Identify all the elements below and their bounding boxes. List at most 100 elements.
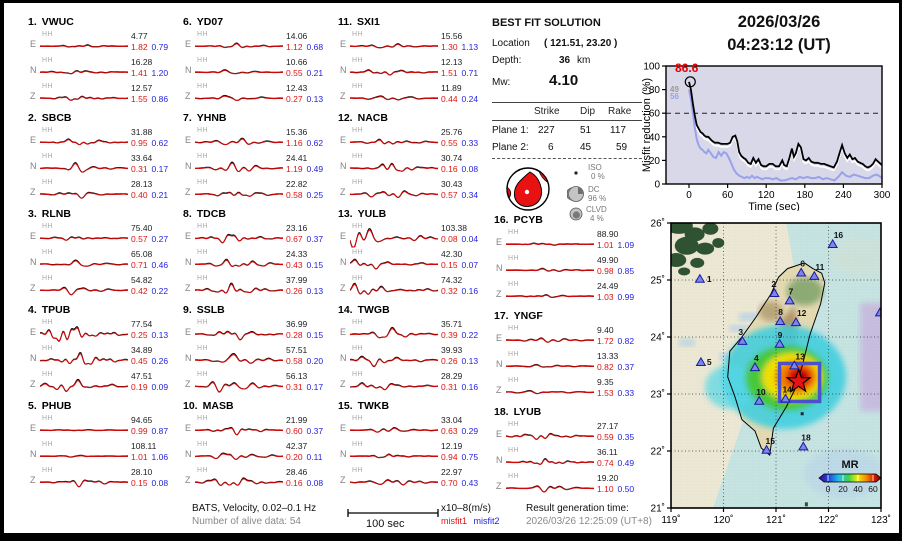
svg-text:24˚: 24˚ (651, 332, 665, 344)
waveform-trace (506, 337, 594, 343)
trace-row: E HH 75.40 0.57 0.27 (28, 223, 180, 249)
misfit2-value: 0.16 (461, 382, 479, 392)
misfit2-value: 0.08 (151, 478, 169, 488)
misfit1-legend: misfit1 (441, 516, 468, 526)
trace-row: N HH 10.66 0.55 0.21 (183, 57, 335, 83)
component-label: N (340, 65, 347, 75)
misfit1-value: 1.01 (131, 452, 148, 462)
trace-values: 28.10 0.15 0.08 (131, 467, 168, 489)
channel-label: HH (42, 345, 54, 352)
svg-text:40: 40 (853, 484, 863, 494)
trace-values: 19.20 1.10 0.50 (597, 473, 634, 495)
channel-label: HH (352, 249, 364, 256)
waveform-trace (195, 69, 283, 75)
waveform-trace (195, 191, 283, 197)
component-label: N (185, 449, 192, 459)
waveform-trace (350, 162, 438, 172)
misfit1-value: 0.25 (131, 330, 148, 340)
channel-label: HH (42, 441, 54, 448)
waveform-trace (350, 95, 438, 101)
trace-row: E HH 103.38 0.08 0.04 (338, 223, 490, 249)
peak-amplitude: 10.66 (286, 57, 308, 67)
component-label: E (30, 231, 37, 241)
trace-values: 30.74 0.16 0.08 (441, 153, 478, 175)
channel-label: HH (352, 57, 364, 64)
waveform-trace (40, 95, 128, 101)
misfit1-value: 0.15 (441, 260, 458, 270)
svg-text:122˚: 122˚ (818, 514, 838, 526)
waveform-trace (350, 282, 438, 295)
station-number: 6 (800, 259, 805, 269)
misfit2-value: 0.17 (306, 382, 324, 392)
channel-label: HH (352, 83, 364, 90)
clvd-label: CLVD 4 % (586, 205, 607, 223)
rule-header (492, 120, 642, 121)
channel-label: HH (197, 83, 209, 90)
svg-text:60: 60 (649, 109, 661, 120)
misfit1-value: 0.28 (286, 330, 303, 340)
footer-right: Result generation time: 2026/03/26 12:25… (526, 502, 652, 528)
peak-amplitude: 34.89 (131, 345, 153, 355)
misfit2-value: 0.79 (151, 42, 169, 52)
misfit2-value: 0.87 (151, 426, 169, 436)
trace-row: E HH 23.16 0.67 0.37 (183, 223, 335, 249)
station-name: 1. VWUC (28, 16, 74, 28)
misfit2-value: 0.08 (461, 164, 479, 174)
station-marker (774, 315, 786, 325)
misfit1-value: 1.55 (131, 94, 148, 104)
waveform-trace (506, 485, 594, 493)
component-label: E (30, 39, 37, 49)
station-marker (774, 338, 785, 348)
station-name: 4. TPUB (28, 304, 71, 316)
location-label: Location (492, 38, 530, 49)
station-marker (789, 360, 800, 370)
trace-values: 25.76 0.55 0.33 (441, 127, 478, 149)
trace-row: N HH 39.93 0.26 0.13 (338, 345, 490, 371)
waveform-trace (40, 429, 128, 432)
panel-title: BEST FIT SOLUTION (492, 17, 601, 29)
station-number: 15 (766, 436, 776, 446)
peak-amplitude: 12.13 (441, 57, 463, 67)
component-label: E (340, 327, 347, 337)
waveform-trace (40, 259, 128, 267)
misfit2-value: 1.13 (461, 42, 479, 52)
misfit1-value: 0.26 (286, 286, 303, 296)
channel-label: HH (197, 179, 209, 186)
component-label: Z (340, 91, 346, 101)
svg-text:22˚: 22˚ (651, 446, 665, 458)
clvd-icon (569, 207, 583, 221)
station-block: 2. SBCB E HH 31.88 0.95 0.62 N HH 33.64 0.31 0.17 Z H… (28, 112, 180, 206)
misfit2-value: 1.06 (151, 452, 169, 462)
waveform-trace (40, 69, 128, 75)
misfit1-value: 0.95 (131, 138, 148, 148)
component-label: E (185, 231, 192, 241)
misfit2-value: 0.21 (151, 190, 169, 200)
misfit2-value: 0.21 (306, 68, 324, 78)
peak-amplitude: 65.08 (131, 249, 153, 259)
trace-values: 24.49 1.03 0.99 (597, 281, 634, 303)
component-label: N (30, 353, 37, 363)
station-number: 8 (778, 307, 783, 317)
waveform-trace (506, 390, 594, 395)
station-number: 18 (801, 432, 811, 442)
waveform-trace (40, 162, 128, 173)
station-block: 1. VWUC E HH 4.77 1.82 0.79 N HH 16.28 1.41 1.20 Z HH… (28, 16, 180, 110)
trace-values: 33.04 0.63 0.29 (441, 415, 478, 437)
trace-row: Z HH 28.13 0.40 0.21 (28, 179, 180, 205)
trace-row: N HH 34.89 0.45 0.26 (28, 345, 180, 371)
channel-label: HH (197, 127, 209, 134)
misfit1-value: 0.74 (597, 458, 614, 468)
misfit2-value: 0.37 (306, 234, 324, 244)
misfit2-value: 0.37 (617, 362, 635, 372)
misfit1-value: 1.72 (597, 336, 614, 346)
component-label: N (340, 353, 347, 363)
waveform-trace (195, 42, 283, 49)
misfit1-value: 0.31 (441, 382, 458, 392)
component-label: N (185, 161, 192, 171)
trace-values: 36.11 0.74 0.49 (597, 447, 634, 469)
station-block: 3. RLNB E HH 75.40 0.57 0.27 N HH 65.08 0.71 0.46 Z H… (28, 208, 180, 302)
peak-amplitude: 39.93 (441, 345, 463, 355)
channel-label: HH (197, 249, 209, 256)
trace-row: Z HH 56.13 0.31 0.17 (183, 371, 335, 397)
waveform-trace (195, 258, 283, 267)
